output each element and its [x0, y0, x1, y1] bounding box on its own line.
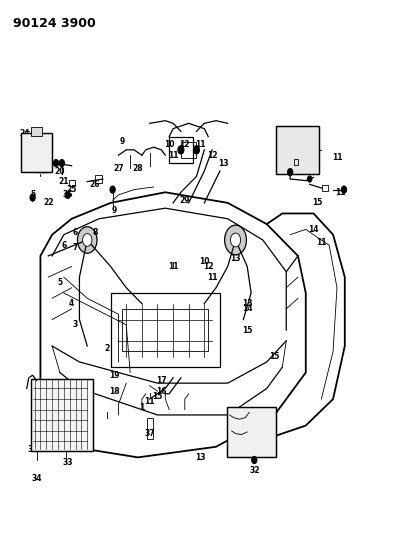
Text: 20: 20 — [55, 166, 65, 175]
Text: 29: 29 — [180, 196, 190, 205]
Text: 6: 6 — [61, 241, 66, 250]
Circle shape — [224, 225, 246, 255]
Circle shape — [287, 168, 293, 176]
Text: 10: 10 — [164, 140, 174, 149]
Text: 34: 34 — [31, 474, 42, 483]
Circle shape — [110, 186, 115, 193]
Text: 26: 26 — [90, 180, 100, 189]
Text: 16: 16 — [156, 386, 167, 395]
Bar — [69, 180, 75, 187]
Text: 11: 11 — [195, 140, 206, 149]
Circle shape — [230, 233, 241, 247]
Bar — [21, 133, 52, 172]
Text: 21: 21 — [59, 177, 69, 186]
Text: 4: 4 — [69, 299, 74, 308]
Text: 9: 9 — [120, 138, 125, 147]
Text: 12: 12 — [203, 262, 213, 271]
Text: 90124 3900: 90124 3900 — [13, 17, 96, 30]
Text: 11: 11 — [168, 151, 178, 160]
Text: 33: 33 — [62, 458, 73, 467]
Text: 5: 5 — [30, 190, 35, 199]
Text: 30: 30 — [289, 156, 299, 165]
Text: 15: 15 — [242, 326, 252, 335]
Text: 31: 31 — [289, 164, 299, 173]
Text: 3: 3 — [73, 320, 78, 329]
Text: 37: 37 — [144, 429, 155, 438]
Bar — [181, 142, 196, 158]
Bar — [95, 175, 103, 183]
Circle shape — [65, 191, 70, 199]
Bar — [111, 293, 220, 367]
Circle shape — [178, 146, 184, 154]
Circle shape — [252, 456, 257, 464]
Text: 22: 22 — [43, 198, 53, 207]
Text: 15: 15 — [312, 198, 323, 207]
Text: 17: 17 — [156, 376, 167, 385]
Bar — [294, 159, 298, 165]
Text: 11: 11 — [316, 238, 327, 247]
Text: 9: 9 — [112, 206, 117, 215]
Circle shape — [341, 186, 347, 193]
Bar — [122, 309, 208, 351]
Text: 11: 11 — [332, 154, 342, 163]
Text: 36: 36 — [62, 190, 73, 199]
Text: 14: 14 — [309, 225, 319, 234]
Text: 2: 2 — [104, 344, 109, 353]
Text: 13: 13 — [230, 254, 241, 263]
Text: 32: 32 — [250, 466, 260, 475]
Bar — [147, 418, 152, 439]
Text: 12: 12 — [180, 140, 190, 149]
Circle shape — [193, 146, 200, 154]
Text: 11: 11 — [336, 188, 346, 197]
Bar — [277, 126, 320, 174]
Text: 13: 13 — [219, 159, 229, 167]
Text: 10: 10 — [199, 257, 209, 265]
Text: 6: 6 — [73, 228, 78, 237]
Bar — [21, 133, 52, 172]
Circle shape — [77, 227, 97, 253]
Circle shape — [83, 233, 92, 246]
Text: 35: 35 — [28, 445, 38, 454]
Text: 27: 27 — [113, 164, 124, 173]
Text: 8: 8 — [92, 228, 98, 237]
Text: 11: 11 — [207, 272, 217, 281]
Bar — [31, 379, 93, 451]
Text: 15: 15 — [152, 392, 163, 401]
Text: 24: 24 — [20, 130, 30, 139]
Text: 19: 19 — [109, 370, 120, 379]
Bar — [227, 407, 275, 457]
Text: 25: 25 — [66, 185, 77, 194]
Text: 23: 23 — [24, 138, 34, 147]
Bar — [227, 407, 275, 457]
Text: 5: 5 — [57, 278, 62, 287]
Bar — [277, 126, 320, 174]
Text: 13: 13 — [195, 453, 206, 462]
Text: 15: 15 — [269, 352, 280, 361]
Bar — [31, 127, 42, 135]
Text: 28: 28 — [133, 164, 143, 173]
Circle shape — [307, 176, 312, 182]
Text: 12: 12 — [207, 151, 217, 160]
Circle shape — [53, 159, 59, 167]
Text: 13: 13 — [242, 299, 252, 308]
Text: 7: 7 — [73, 244, 78, 253]
Text: 1: 1 — [139, 402, 145, 411]
Text: 11: 11 — [168, 262, 178, 271]
Bar — [169, 136, 193, 163]
Text: 18: 18 — [109, 386, 120, 395]
Circle shape — [59, 159, 64, 167]
Text: 11: 11 — [144, 397, 155, 406]
Bar — [322, 185, 329, 191]
Bar — [31, 379, 93, 451]
Text: 14: 14 — [242, 304, 252, 313]
Circle shape — [30, 194, 35, 201]
